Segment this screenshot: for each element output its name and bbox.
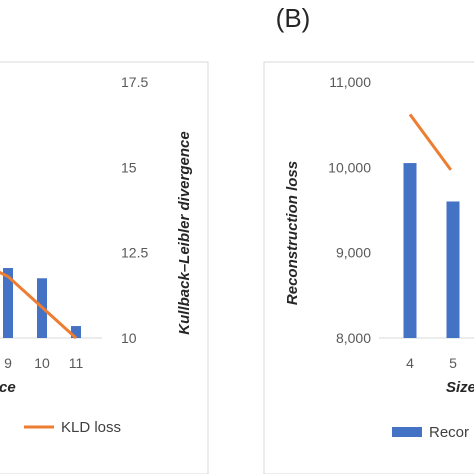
right-bar-4 xyxy=(403,163,417,338)
left-y-tick-3: 17.5 xyxy=(121,74,148,90)
left-x-tick-10: 10 xyxy=(34,355,50,371)
left-x-axis-title: ce xyxy=(0,379,16,396)
right-y-axis-title: Reconstruction loss xyxy=(284,161,301,305)
right-x-tick-4: 4 xyxy=(406,355,414,371)
left-y-tick-2: 15 xyxy=(121,159,137,175)
right-x-tick-5: 5 xyxy=(449,355,457,371)
left-chart: 10 12.5 15 17.5 9 10 11 Kullback–Leibler dive… xyxy=(0,74,193,436)
legend-recon-swatch xyxy=(392,427,422,437)
left-panel-frame xyxy=(0,61,209,474)
left-x-tick-11: 11 xyxy=(69,355,84,371)
left-y-axis-title: Kullback–Leibler divergence xyxy=(176,131,193,334)
right-panel-frame xyxy=(263,61,474,474)
right-y-tick-3: 11,000 xyxy=(329,74,371,90)
left-bar-9 xyxy=(3,268,13,338)
legend-kld-label: KLD loss xyxy=(61,419,121,436)
right-bar-5 xyxy=(446,201,460,338)
kld-line xyxy=(0,270,78,340)
left-y-tick-0: 10 xyxy=(121,330,137,346)
left-bar-11 xyxy=(71,326,81,338)
panel-label: (B) xyxy=(276,3,311,33)
right-line xyxy=(408,113,453,171)
right-x-axis-title: Size xyxy=(446,379,474,396)
left-y-tick-1: 12.5 xyxy=(121,245,148,261)
right-y-tick-1: 9,000 xyxy=(336,245,371,261)
left-x-tick-9: 9 xyxy=(4,355,12,371)
legend-recon-label: Recor xyxy=(429,424,469,441)
right-chart: 8,000 9,000 10,000 11,000 4 5 Reconstruction… xyxy=(284,74,474,441)
right-y-tick-2: 10,000 xyxy=(328,159,371,175)
right-y-tick-0: 8,000 xyxy=(336,330,371,346)
